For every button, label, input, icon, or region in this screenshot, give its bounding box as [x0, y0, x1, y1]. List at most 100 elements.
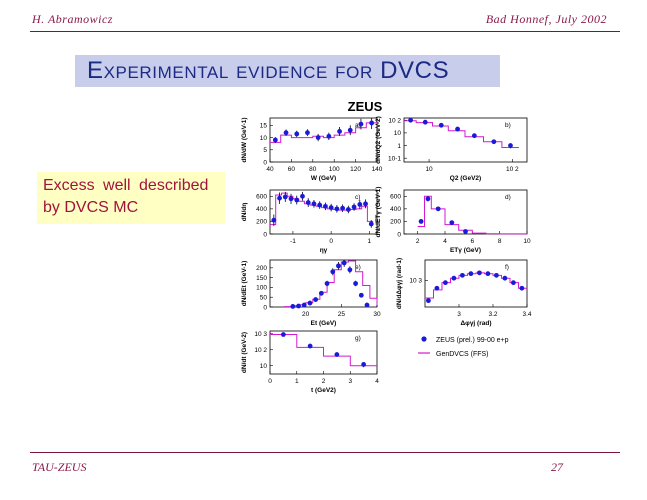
x-tick-label: 2	[322, 378, 326, 385]
y-tick-label: 10	[260, 363, 268, 370]
panel-e: 20 25 30 0 50 100 150 200 Et (GeV) dN/dEt (GeV-1)…	[241, 259, 381, 327]
x-tick-label: 20	[302, 311, 310, 318]
data-point	[485, 271, 491, 277]
x-tick-label: 4	[375, 378, 379, 385]
data-point	[340, 205, 346, 211]
x-tick-label: 1	[295, 378, 299, 385]
y-axis-label: dN/dEt (GeV-1)	[241, 261, 248, 307]
data-point	[305, 200, 311, 205]
data-point	[337, 129, 342, 134]
x-tick-label: 60	[288, 166, 296, 173]
x-tick-label: 25	[338, 311, 346, 318]
panel-label: a)	[355, 122, 361, 129]
data-point	[502, 275, 508, 281]
x-tick-label: 3	[348, 378, 352, 385]
x-tick-label: 1	[368, 238, 372, 245]
x-tick-label: 3.2	[488, 311, 497, 318]
panel-label: d)	[505, 194, 511, 201]
panel-b-frame	[403, 117, 528, 163]
y-tick-label: 400	[390, 206, 401, 213]
y-tick-label: 200	[256, 219, 267, 226]
y-tick-label: 600	[256, 194, 267, 201]
data-point	[305, 130, 310, 136]
x-tick-label: 100	[329, 166, 340, 173]
header-venue: Bad Honnef, July 2002	[485, 12, 607, 26]
x-tick-label: -1	[290, 238, 296, 245]
y-tick-label: 10	[260, 135, 268, 142]
data-point	[363, 201, 368, 207]
data-point	[463, 229, 468, 234]
panel-label: e)	[355, 264, 361, 271]
panel-c-frame	[269, 189, 378, 235]
header-author: H. Abramowicz	[32, 12, 113, 26]
panel-f-frame	[424, 259, 528, 308]
data-point	[519, 285, 525, 291]
data-point	[451, 275, 457, 281]
x-tick-label: 8	[498, 238, 502, 245]
data-point	[422, 119, 428, 125]
panel-label: c)	[355, 194, 360, 201]
y-tick-label: 5	[263, 147, 267, 154]
data-point	[494, 272, 499, 278]
x-tick-label: 30	[373, 311, 381, 318]
legend: ZEUS (prel.) 99-00 e+p GenDVCS (FFS)	[418, 336, 509, 358]
top-rule	[30, 31, 620, 32]
data-point	[511, 280, 516, 286]
data-point	[277, 195, 282, 201]
x-axis-label: t (GeV2)	[311, 387, 336, 394]
panel-c: -1 0 1 0 200 400 600 ηγ dN/dη c)	[241, 189, 378, 254]
x-tick-label: 3.4	[522, 311, 531, 318]
data-point	[324, 281, 330, 286]
data-point	[364, 302, 370, 308]
x-tick-label: 120	[350, 166, 361, 173]
data-point	[341, 260, 347, 266]
x-axis-label: W (GeV)	[311, 175, 336, 182]
data-point	[443, 280, 448, 286]
data-point	[477, 270, 482, 276]
y-tick-label: 50	[260, 295, 268, 302]
panel-d-frame	[403, 189, 528, 235]
y-tick-label: 100	[256, 285, 267, 292]
data-point	[313, 297, 319, 302]
y-axis-label: dN/dETγ (GeV-1)	[375, 187, 382, 238]
data-point	[326, 133, 332, 139]
y-tick-label: 0	[263, 304, 267, 311]
data-point	[351, 204, 357, 210]
data-point	[345, 207, 351, 212]
figure-label: ZEUS	[348, 99, 383, 114]
data-point	[368, 221, 374, 227]
mc-histogram	[404, 120, 519, 148]
data-point	[315, 135, 321, 140]
y-tick-label: 150	[256, 275, 267, 282]
x-axis-label: ηγ	[320, 247, 328, 254]
y-tick-label: 200	[390, 219, 401, 226]
y-tick-label: 10 3	[254, 331, 267, 338]
x-tick-label: 80	[309, 166, 317, 173]
slide-title-box: Experimental evidence for DVCS	[75, 55, 500, 87]
data-point	[307, 300, 313, 306]
y-axis-label: dN/dΔφγj (rad-1)	[396, 258, 403, 309]
mc-histogram	[417, 195, 527, 235]
data-point	[317, 202, 323, 208]
x-tick-label: 10	[523, 238, 531, 245]
data-point	[283, 130, 289, 136]
y-axis-label: dN/dt (GeV-2)	[241, 332, 248, 373]
data-point	[272, 137, 278, 143]
x-axis-label: Δφγj (rad)	[461, 320, 492, 327]
x-tick-label: 3	[457, 311, 461, 318]
data-point	[301, 302, 307, 308]
panel-label: f)	[505, 264, 509, 271]
y-tick-label: 10 2	[254, 347, 267, 354]
mc-histogram	[284, 260, 378, 308]
panel-label: b)	[505, 122, 511, 129]
data-point	[307, 343, 313, 349]
data-point	[300, 193, 305, 199]
data-point	[323, 203, 328, 209]
legend-data-marker	[421, 336, 427, 342]
data-point	[449, 220, 455, 226]
bottom-rule	[30, 452, 620, 453]
data-point	[508, 143, 513, 148]
panel-g: 0 1 2 3 4 10 10 2 10 3 t (GeV2) dN/dt (GeV-2) g)	[241, 330, 379, 394]
mc-histogram	[425, 272, 527, 299]
